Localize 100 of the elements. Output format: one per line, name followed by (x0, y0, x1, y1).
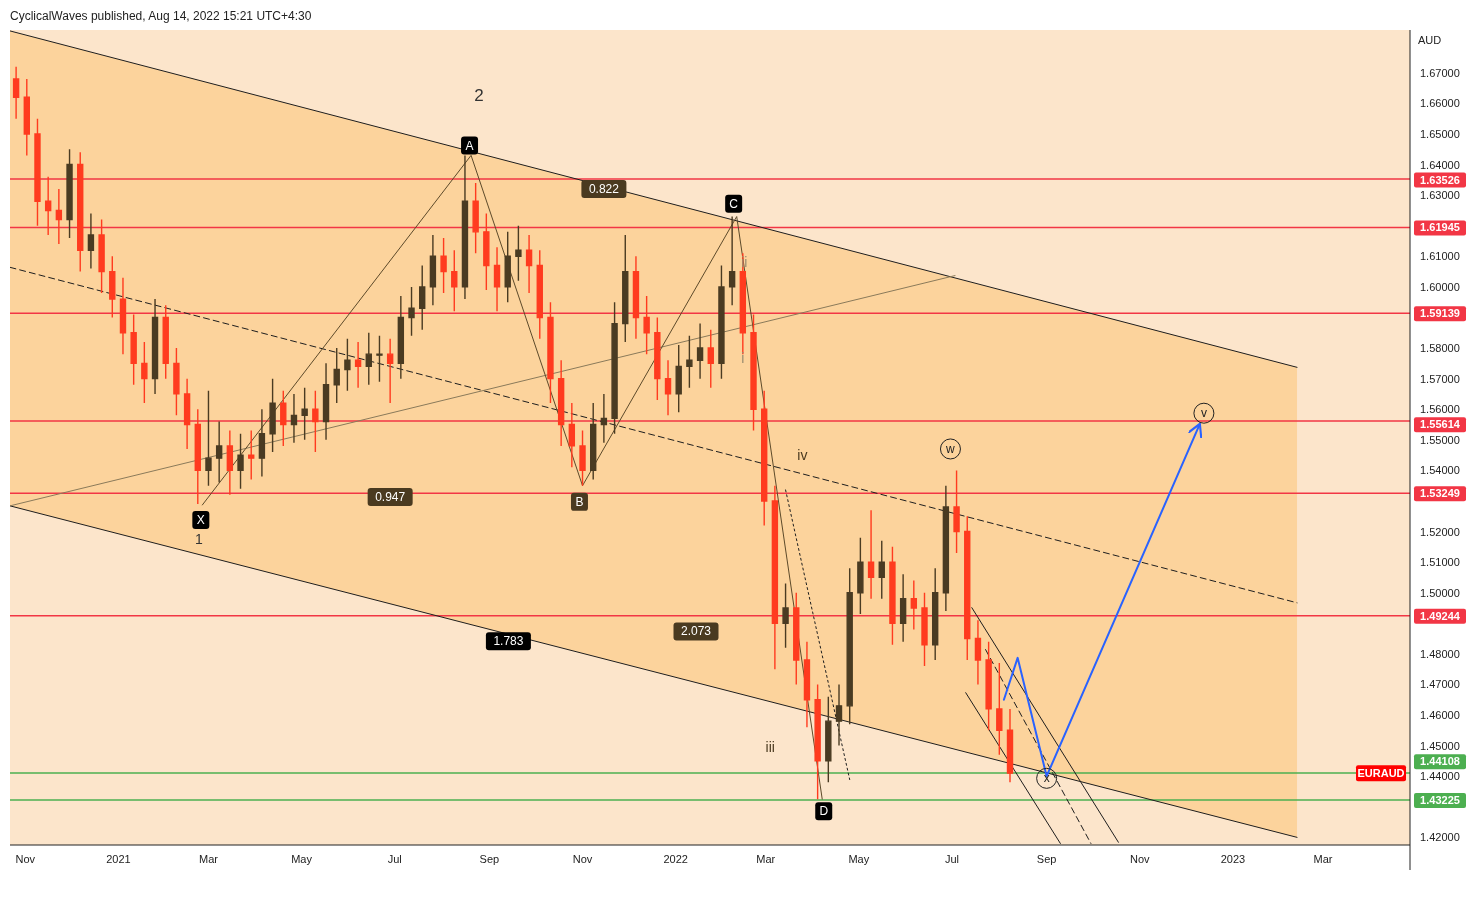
candlestick (55, 188, 63, 245)
candlestick (205, 390, 212, 487)
candlestick (910, 579, 918, 631)
annotation: 1 (195, 531, 204, 548)
x-tick-label: May (848, 853, 870, 865)
annotation: 0.947 (375, 489, 406, 504)
annotation: iii (765, 738, 775, 755)
candlestick (12, 66, 20, 120)
candlestick (696, 322, 704, 380)
annotation: C (729, 196, 739, 211)
annotation: B (575, 494, 584, 509)
x-tick-label: Nov (1129, 853, 1151, 865)
candlestick (878, 540, 885, 600)
ref-line-label: 1.61945 (1420, 221, 1460, 234)
ref-line-label: 1.63526 (1420, 173, 1460, 186)
candlestick (333, 347, 340, 404)
candlestick (825, 695, 832, 784)
x-tick-label: Jul (387, 853, 402, 865)
candlestick (761, 390, 768, 527)
candlestick (280, 390, 287, 447)
candlestick (568, 402, 576, 469)
candlestick (899, 573, 907, 643)
annotation: ii (741, 254, 748, 271)
candlestick (686, 335, 693, 389)
candlestick (365, 332, 372, 386)
y-tick-label: 1.67000 (1420, 66, 1460, 79)
candlestick (130, 313, 137, 386)
annotation: i (741, 349, 745, 366)
candlestick (248, 429, 255, 481)
annotation: x (1043, 771, 1050, 786)
candlestick (322, 362, 330, 441)
candlestick (119, 277, 127, 355)
candlestick (440, 237, 447, 294)
y-tick-label: 1.57000 (1420, 372, 1460, 385)
candlestick (87, 212, 95, 270)
candlestick (451, 249, 458, 313)
ref-line-label: 1.44108 (1420, 755, 1460, 768)
y-tick-label: 1.58000 (1420, 342, 1460, 355)
candlestick (547, 301, 554, 404)
annotation: EURAUD (1357, 767, 1405, 780)
candlestick (675, 344, 682, 413)
x-tick-label: Mar (1313, 853, 1333, 865)
candlestick (600, 393, 608, 444)
candlestick (397, 295, 405, 380)
candlestick (515, 225, 522, 282)
candlestick (109, 255, 116, 319)
candlestick (985, 640, 992, 732)
candlestick (771, 484, 779, 670)
annotation: 2 (474, 85, 484, 105)
candlestick (354, 341, 362, 389)
candlestick (34, 117, 41, 227)
annotation: iv (797, 447, 808, 464)
y-tick-label: 1.46000 (1420, 709, 1460, 722)
candlestick (237, 432, 244, 490)
y-tick-label: 1.48000 (1420, 647, 1460, 660)
x-tick-label: Sep (1036, 853, 1057, 865)
x-tick-label: 2023 (1220, 853, 1246, 865)
y-tick-label: 1.55000 (1420, 433, 1460, 446)
y-tick-label: 1.63000 (1420, 189, 1460, 202)
candlestick (226, 429, 234, 496)
candlestick (557, 359, 565, 447)
candlestick (461, 154, 469, 300)
candlestick (269, 377, 276, 453)
ref-line-label: 1.49244 (1420, 609, 1461, 622)
candlestick (664, 359, 672, 417)
annotation: D (819, 804, 829, 819)
candlestick (579, 429, 586, 487)
candlestick (974, 619, 982, 686)
y-tick-label: 1.47000 (1420, 678, 1460, 691)
candlestick (964, 515, 971, 661)
x-tick-label: May (291, 853, 313, 865)
candlestick (77, 151, 84, 273)
candlestick (782, 582, 789, 649)
y-tick-label: 1.50000 (1420, 586, 1460, 599)
candlestick (290, 393, 298, 444)
candlestick (173, 347, 180, 417)
candlestick (98, 218, 105, 294)
candlestick (23, 78, 30, 157)
annotation: w (945, 441, 956, 456)
candlestick (921, 592, 928, 667)
candlestick (996, 662, 1003, 756)
candlestick (215, 420, 223, 484)
y-tick-label: 1.52000 (1420, 525, 1460, 538)
candlestick (750, 313, 757, 432)
candlestick (814, 683, 821, 800)
candlestick (846, 567, 853, 725)
x-tick-label: 2021 (106, 853, 131, 865)
candlestick (803, 640, 811, 728)
x-tick-label: Nov (572, 853, 593, 865)
y-tick-label: 1.64000 (1420, 158, 1460, 171)
x-tick-label: Mar (199, 853, 219, 865)
candlestick (793, 592, 800, 686)
candlestick (141, 341, 148, 404)
chart-subtitle: CyclicalWaves published, Aug 14, 2022 15:21 UTC+4:30 (10, 9, 312, 23)
annotation: v (1200, 406, 1207, 421)
candlestick (151, 298, 159, 395)
candlestick (611, 301, 618, 435)
candlestick (301, 387, 308, 441)
candlestick (931, 567, 939, 661)
y-tick-label: 1.54000 (1420, 464, 1460, 477)
